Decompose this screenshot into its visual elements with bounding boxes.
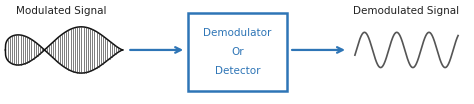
Text: Demodulator: Demodulator (203, 27, 272, 38)
FancyBboxPatch shape (188, 13, 287, 91)
Text: Modulated Signal: Modulated Signal (17, 6, 107, 16)
Text: Detector: Detector (215, 66, 260, 77)
Text: Demodulated Signal: Demodulated Signal (354, 6, 460, 16)
Text: Or: Or (231, 47, 244, 57)
